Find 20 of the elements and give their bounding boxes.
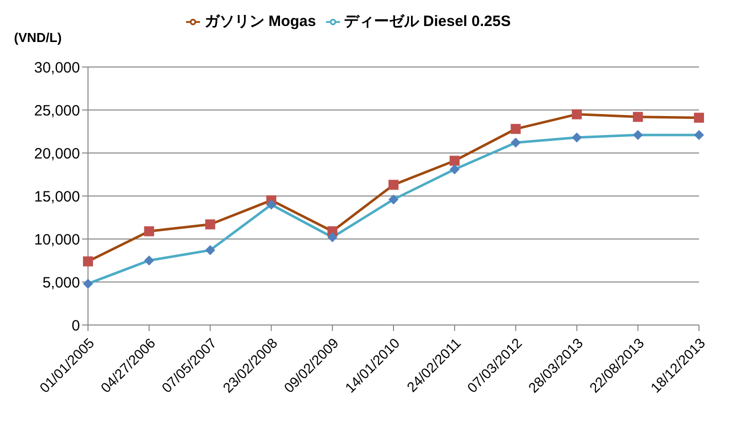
point bbox=[388, 194, 398, 204]
point bbox=[327, 232, 338, 242]
y-tick-label: 0 bbox=[72, 317, 80, 334]
point bbox=[266, 200, 276, 210]
point bbox=[205, 245, 216, 256]
point bbox=[450, 164, 460, 174]
y-axis-title: (VND/L) bbox=[14, 30, 62, 45]
y-tick-label: 10,000 bbox=[34, 231, 80, 248]
point bbox=[144, 256, 154, 266]
legend-label: ディーゼル Diesel 0.25S bbox=[344, 13, 511, 30]
point bbox=[632, 130, 643, 140]
point bbox=[510, 138, 521, 148]
legend-label: ガソリン Mogas bbox=[204, 13, 316, 30]
y-tick-label: 20,000 bbox=[34, 145, 80, 162]
y-tick-label: 30,000 bbox=[34, 59, 80, 76]
y-tick-label: 25,000 bbox=[34, 102, 80, 120]
y-tick-label: 15,000 bbox=[34, 188, 80, 206]
point bbox=[572, 132, 582, 143]
y-tick-label: 5,000 bbox=[42, 274, 80, 292]
point bbox=[694, 130, 704, 140]
